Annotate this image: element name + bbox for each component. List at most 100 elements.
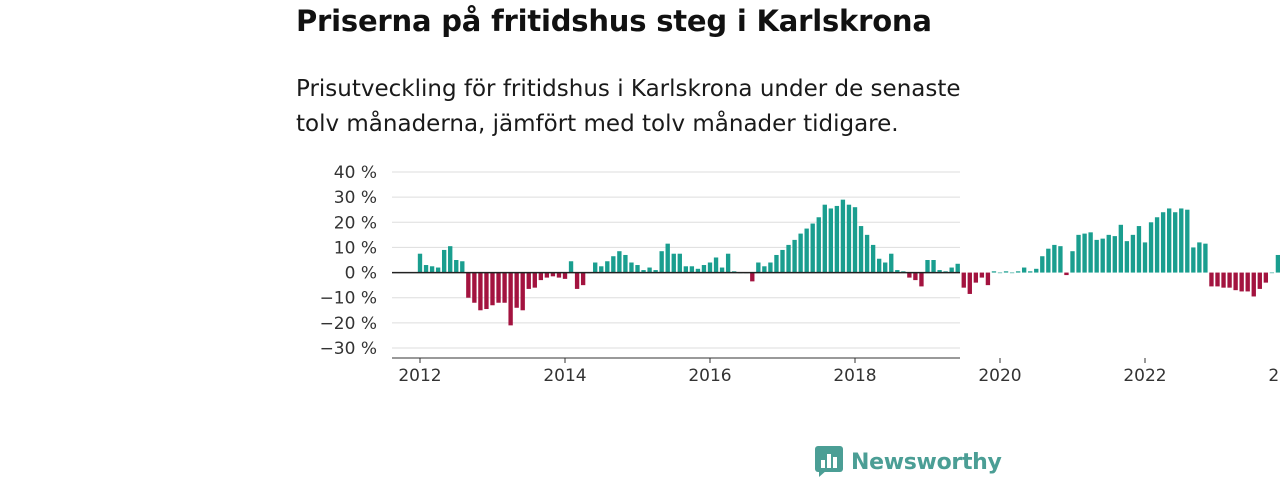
- bar: [1233, 272, 1238, 291]
- bar: [568, 261, 574, 273]
- bar: [1142, 242, 1148, 273]
- bar: [828, 208, 834, 273]
- bar: [641, 270, 646, 273]
- bar: [695, 268, 701, 273]
- bar: [580, 272, 586, 286]
- bar: [822, 204, 827, 273]
- bar: [816, 217, 821, 273]
- bar: [768, 262, 773, 273]
- bar: [520, 272, 525, 311]
- bar: [1166, 208, 1172, 273]
- bar: [997, 272, 1003, 274]
- bar: [1052, 244, 1057, 273]
- bar: [1015, 271, 1021, 273]
- bar: [550, 272, 556, 277]
- bar: [1148, 222, 1154, 273]
- bar: [810, 223, 815, 273]
- bar: [1064, 272, 1069, 276]
- bar: [1179, 208, 1184, 273]
- bar: [876, 258, 882, 273]
- bar: [798, 233, 803, 273]
- bar: [1040, 256, 1045, 273]
- bar: [496, 272, 501, 303]
- bar: [1275, 254, 1280, 273]
- bar: [1003, 271, 1009, 273]
- y-tick-label: −30 %: [320, 339, 377, 359]
- bar: [701, 265, 707, 273]
- bar: [725, 253, 731, 273]
- bar: [460, 261, 465, 273]
- bar: [544, 272, 550, 278]
- bar: [689, 266, 695, 273]
- bar: [1227, 272, 1232, 288]
- bar: [611, 256, 616, 273]
- bar: [448, 246, 453, 273]
- bar: [1257, 272, 1262, 289]
- bar: [870, 244, 876, 273]
- bar: [1070, 251, 1075, 273]
- bar: [907, 272, 912, 278]
- x-tick-label: 2012: [398, 366, 441, 386]
- bar: [1154, 217, 1160, 273]
- bar: [774, 254, 779, 273]
- bar: [1191, 247, 1196, 273]
- brand-name: Newsworthy: [851, 449, 1002, 475]
- bar: [629, 262, 634, 273]
- bar: [852, 207, 858, 273]
- bar: [786, 244, 791, 273]
- bar: [1215, 272, 1220, 287]
- bar: [623, 254, 628, 273]
- bar: [949, 267, 954, 273]
- bar: [1263, 272, 1269, 283]
- bar: [979, 272, 985, 278]
- axes: [392, 271, 1146, 363]
- y-tick-label: −10 %: [320, 289, 377, 309]
- bar: [707, 262, 713, 273]
- bar: [441, 249, 447, 273]
- bar: [883, 262, 888, 273]
- bar: [1245, 272, 1250, 292]
- bar: [659, 251, 664, 273]
- bar: [599, 266, 604, 273]
- bar: [647, 267, 652, 273]
- bar: [895, 270, 900, 273]
- y-tick-label: 0 %: [345, 264, 377, 284]
- bar: [435, 267, 441, 273]
- bar: [532, 272, 537, 288]
- bar: [762, 266, 767, 273]
- bar: [1082, 233, 1087, 273]
- bar: [1106, 234, 1111, 273]
- bar: [1058, 246, 1063, 273]
- bar: [538, 272, 544, 281]
- bar: [919, 272, 924, 287]
- bar: [931, 260, 936, 273]
- bar: [490, 272, 495, 306]
- bar: [750, 272, 755, 282]
- bar: [756, 262, 761, 273]
- bar: [484, 272, 489, 310]
- bar: [514, 272, 519, 308]
- bar: [683, 266, 689, 273]
- x-tick-label: 2020: [978, 366, 1021, 386]
- bar: [665, 243, 670, 273]
- bar: [858, 226, 864, 273]
- bar: [937, 270, 942, 273]
- bar: [466, 272, 471, 298]
- bar: [1160, 212, 1166, 273]
- x-tick-label: 2022: [1123, 366, 1166, 386]
- bar: [1269, 272, 1275, 274]
- bar: [1076, 234, 1081, 273]
- bar: [429, 266, 435, 273]
- bar: [973, 272, 979, 283]
- bar: [1009, 272, 1015, 274]
- bar: [1118, 224, 1124, 273]
- bar: [713, 257, 719, 273]
- newsworthy-logo-icon: [815, 446, 843, 477]
- bar: [1251, 272, 1256, 297]
- x-tick-label: 2016: [688, 366, 731, 386]
- bar: [719, 267, 725, 273]
- bar: [526, 272, 531, 289]
- bar: [1094, 239, 1099, 273]
- bar: [834, 205, 840, 273]
